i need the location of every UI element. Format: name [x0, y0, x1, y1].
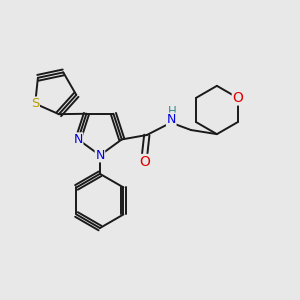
- Text: O: O: [232, 91, 243, 105]
- Text: N: N: [95, 149, 105, 162]
- Text: S: S: [31, 97, 39, 110]
- Text: H: H: [168, 105, 176, 118]
- Text: N: N: [167, 113, 176, 126]
- Text: O: O: [139, 154, 150, 169]
- Text: N: N: [74, 133, 83, 146]
